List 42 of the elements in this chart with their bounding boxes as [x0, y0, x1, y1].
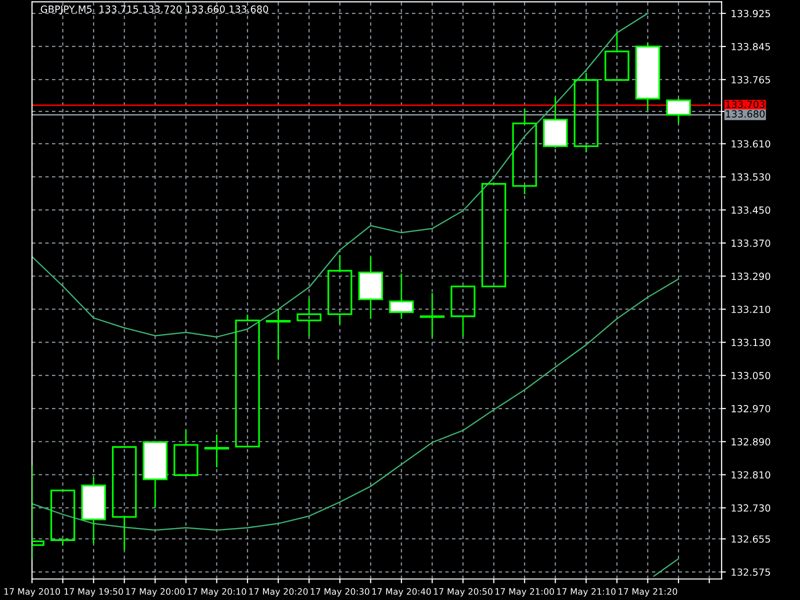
candlestick [358, 256, 384, 320]
y-tick-label: 133.050 [732, 372, 770, 380]
y-tick-label: 133.610 [732, 140, 770, 148]
candlestick [512, 108, 537, 195]
x-tick-label: 17 May 21:10 [557, 588, 616, 596]
y-tick-label: 132.970 [732, 405, 770, 412]
candlestick [389, 272, 414, 320]
y-tick-label: 133.765 [732, 76, 770, 84]
x-tick-label: 17 May 20:30 [310, 588, 370, 596]
candlestick [574, 72, 599, 153]
y-tick-label: 132.810 [732, 471, 770, 479]
ref-line-label: 133.703 [726, 100, 764, 108]
candlestick [266, 308, 291, 360]
y-tick-label: 133.450 [732, 206, 770, 214]
ref-line-label: 133.680 [726, 110, 765, 118]
candlestick [327, 254, 352, 325]
y-tick-label: 133.130 [732, 338, 770, 346]
x-tick-label: 17 May 21:20 [618, 588, 678, 596]
x-tick-label: 17 May 19:50 [64, 588, 123, 596]
candlestick [81, 476, 106, 544]
x-tick-label: 17 May 2010 [4, 588, 60, 596]
x-tick-label: 17 May 20:20 [249, 588, 308, 596]
y-tick-label: 132.890 [732, 438, 770, 446]
y-tick-label: 133.370 [732, 240, 770, 247]
x-tick-label: 17 May 20:10 [188, 588, 246, 596]
y-tick-label: 133.925 [732, 10, 770, 18]
x-tick-label: 17 May 21:00 [496, 588, 554, 596]
y-tick-label: 132.575 [732, 568, 770, 576]
y-tick-label: 133.290 [732, 272, 770, 280]
y-tick-label: 133.530 [732, 173, 770, 181]
y-tick-label: 132.655 [732, 535, 770, 543]
y-tick-label: 133.210 [732, 306, 770, 314]
chart-title: GBPJPY,M5 133.715 133.720 133.660 133.680 [40, 5, 268, 15]
candlestick [420, 292, 445, 338]
y-tick-label: 132.730 [732, 504, 770, 512]
candlestick [204, 434, 230, 468]
x-tick-label: 17 May 20:00 [126, 588, 185, 596]
line-series [32, 278, 680, 531]
x-tick-label: 17 May 20:40 [372, 588, 431, 596]
x-tick-label: 17 May 20:50 [434, 588, 492, 596]
candlestick [296, 298, 322, 338]
y-tick-label: 133.845 [732, 42, 770, 50]
